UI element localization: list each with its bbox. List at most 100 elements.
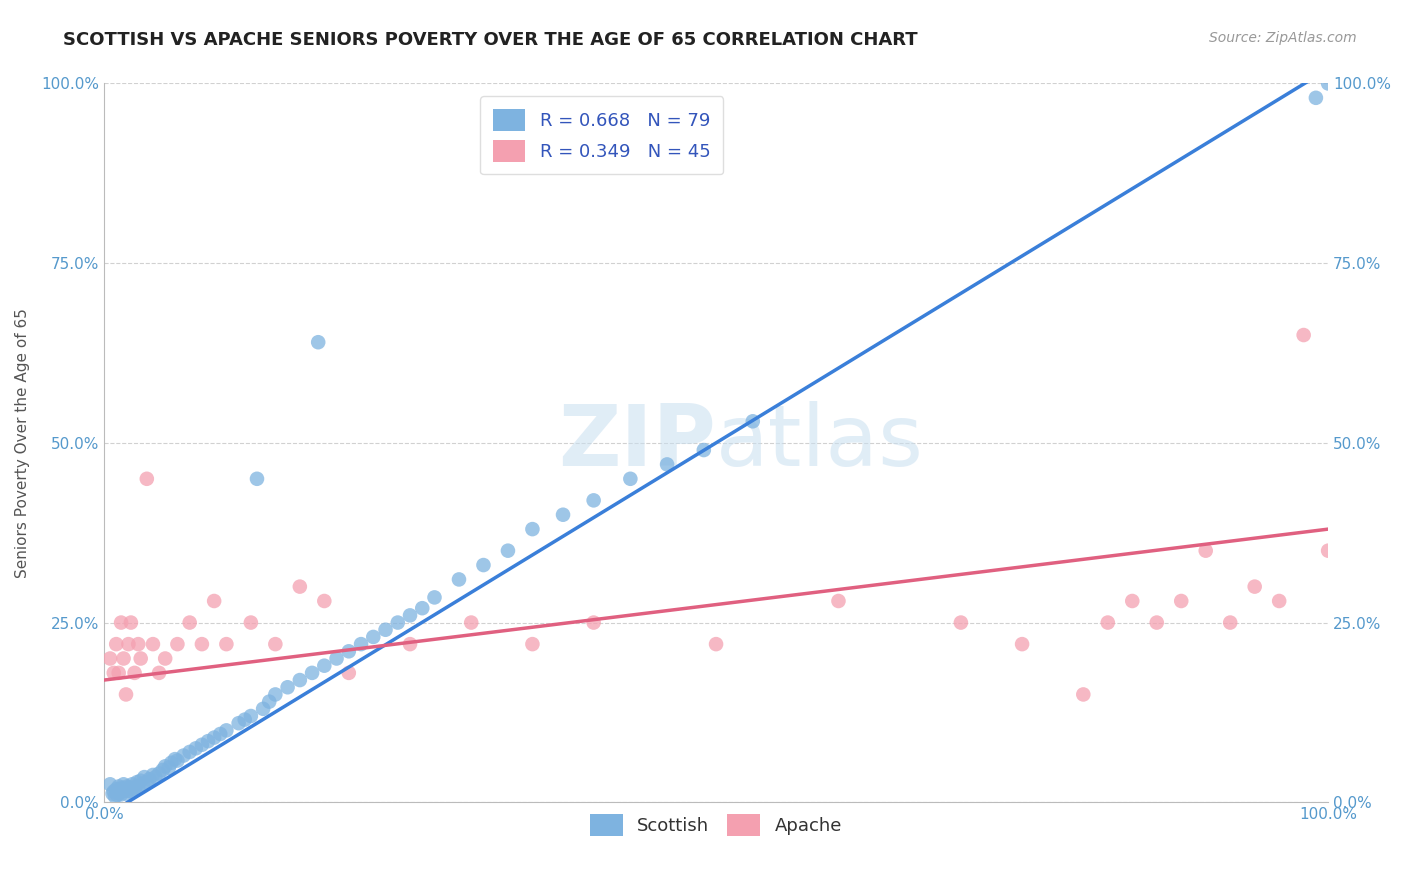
Point [619,472,641,486]
Point [135,472,157,486]
Point [350,637,373,651]
Point [202,731,225,745]
Point [111,780,134,795]
Point [239,615,262,630]
Point [288,580,311,594]
Point [142,768,165,782]
Point [239,709,262,723]
Point [288,673,311,687]
Point [163,752,186,766]
Point [1071,688,1094,702]
Point [949,615,972,630]
Point [132,777,155,791]
Y-axis label: Seniors Poverty Over the Age of 65: Seniors Poverty Over the Age of 65 [15,308,30,578]
Point [1011,637,1033,651]
Point [337,644,360,658]
Point [114,782,136,797]
Point [134,770,156,784]
Point [472,558,495,572]
Point [120,615,142,630]
Point [1317,77,1340,91]
Point [118,780,141,795]
Text: ZIP: ZIP [558,401,716,484]
Point [112,651,135,665]
Point [1292,328,1315,343]
Point [124,665,146,680]
Point [325,651,347,665]
Point [179,615,201,630]
Point [101,787,124,801]
Point [129,651,152,665]
Point [110,615,132,630]
Point [582,493,605,508]
Point [314,594,336,608]
Point [127,637,149,651]
Point [166,754,188,768]
Point [399,608,422,623]
Point [115,780,138,794]
Point [153,759,176,773]
Point [103,665,125,680]
Point [105,637,128,651]
Point [127,780,149,795]
Point [153,651,176,665]
Point [107,780,129,794]
Point [152,763,174,777]
Point [209,727,232,741]
Point [202,594,225,608]
Point [1305,91,1327,105]
Point [460,615,482,630]
Point [447,573,470,587]
Point [522,637,544,651]
Point [184,741,207,756]
Point [108,783,131,797]
Text: SCOTTISH VS APACHE SENIORS POVERTY OVER THE AGE OF 65 CORRELATION CHART: SCOTTISH VS APACHE SENIORS POVERTY OVER … [63,31,918,49]
Point [337,665,360,680]
Point [423,591,446,605]
Point [1219,615,1241,630]
Point [1097,615,1119,630]
Point [157,761,180,775]
Point [1146,615,1168,630]
Point [215,637,238,651]
Point [1268,594,1291,608]
Point [1121,594,1143,608]
Point [98,777,121,791]
Point [145,770,167,784]
Point [1195,543,1218,558]
Point [135,775,157,789]
Point [257,695,280,709]
Point [827,594,849,608]
Point [277,680,299,694]
Point [111,784,134,798]
Point [655,458,678,472]
Point [191,637,214,651]
Point [160,756,183,770]
Point [107,665,129,680]
Point [105,782,128,797]
Text: Source: ZipAtlas.com: Source: ZipAtlas.com [1209,31,1357,45]
Point [704,637,727,651]
Point [693,443,716,458]
Point [125,775,148,789]
Point [252,702,274,716]
Point [191,738,214,752]
Point [166,637,188,651]
Point [1317,543,1340,558]
Point [264,637,287,651]
Point [551,508,574,522]
Point [228,716,250,731]
Point [117,637,139,651]
Point [1170,594,1192,608]
Point [124,782,146,797]
Point [1243,580,1265,594]
Text: atlas: atlas [716,401,924,484]
Point [246,472,269,486]
Point [233,713,256,727]
Point [120,784,142,798]
Point [387,615,409,630]
Point [125,780,148,794]
Point [264,688,287,702]
Point [399,637,422,651]
Point [115,787,138,801]
